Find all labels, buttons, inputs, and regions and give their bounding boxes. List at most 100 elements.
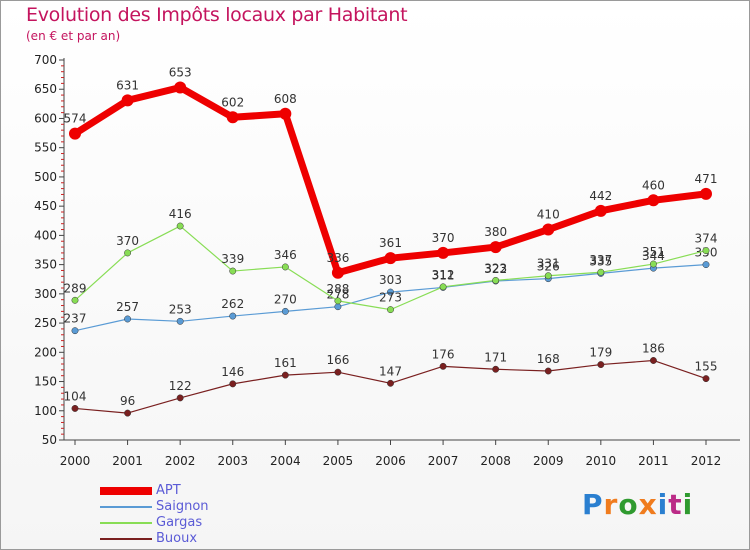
x-tick-label: 2010 (586, 454, 617, 468)
data-point-buoux (387, 379, 394, 387)
data-point-buoux (176, 394, 184, 402)
data-point-gargas (649, 260, 657, 268)
legend-swatch (100, 506, 152, 508)
data-point-apt (437, 246, 450, 259)
data-point-apt (647, 194, 660, 207)
data-point-saignon (229, 312, 237, 320)
data-point-saignon (387, 288, 394, 296)
data-label-apt: 410 (537, 208, 560, 222)
data-point-gargas (334, 297, 342, 305)
y-tick-label: 200 (34, 345, 57, 359)
y-tick-label: 100 (34, 404, 57, 418)
data-label-apt: 370 (432, 231, 455, 245)
data-point-buoux (597, 361, 605, 369)
y-tick-label: 650 (34, 82, 57, 96)
data-point-saignon (124, 315, 132, 323)
data-label-buoux: 176 (432, 347, 455, 361)
data-label-saignon: 326 (537, 260, 560, 274)
data-label-apt: 653 (169, 65, 192, 79)
data-label-apt: 460 (642, 178, 665, 192)
data-point-buoux (702, 375, 710, 383)
x-tick-label: 2009 (533, 454, 564, 468)
data-label-apt: 380 (484, 225, 507, 239)
data-point-buoux (124, 409, 132, 417)
y-tick-label: 300 (34, 287, 57, 301)
data-label-gargas: 331 (537, 257, 560, 271)
y-tick-label: 600 (34, 111, 57, 125)
data-point-buoux (229, 380, 237, 388)
chart-axes: 50 100 150 200 250 300 350 400 450 500 550 600 650 70… (34, 53, 740, 468)
series-buoux: 104 96 122 146 161 166 147 176 171 168 179 186 155 (64, 341, 717, 417)
data-label-saignon: 335 (589, 254, 612, 268)
data-point-apt (384, 252, 397, 265)
logo-letter: r (603, 488, 619, 521)
data-label-saignon: 257 (116, 300, 139, 314)
data-point-gargas (281, 263, 289, 271)
data-label-gargas: 370 (116, 234, 139, 248)
y-tick-label: 400 (34, 228, 57, 242)
data-point-apt (121, 94, 134, 107)
data-label-gargas: 312 (432, 268, 455, 282)
data-label-buoux: 171 (484, 350, 507, 364)
data-label-gargas: 337 (589, 253, 612, 267)
chart-subtitle: (en € et par an) (26, 29, 121, 43)
data-label-gargas: 323 (484, 261, 507, 275)
data-point-apt (226, 111, 239, 124)
x-tick-label: 2005 (323, 454, 354, 468)
data-point-saignon (176, 317, 184, 325)
data-point-buoux (649, 357, 657, 364)
data-label-buoux: 166 (326, 353, 349, 367)
data-point-apt (542, 223, 555, 236)
data-point-buoux (71, 404, 79, 412)
logo-letter: i (682, 488, 694, 521)
data-label-apt: 631 (116, 78, 139, 92)
data-label-gargas: 346 (274, 248, 297, 262)
data-point-apt (279, 107, 292, 120)
data-label-buoux: 122 (169, 379, 192, 393)
x-tick-label: 2003 (217, 454, 248, 468)
x-tick-label: 2002 (165, 454, 196, 468)
data-label-gargas: 416 (169, 207, 192, 221)
data-point-gargas (71, 296, 79, 304)
x-tick-label: 2011 (638, 454, 669, 468)
chart-title: Evolution des Impôts locaux par Habitant (26, 4, 408, 26)
series-apt: 574 631 653 602 608 336 361 370 380 410 442 460 471 (64, 65, 717, 279)
data-label-gargas: 339 (221, 252, 244, 266)
data-point-buoux (281, 371, 289, 379)
logo-letter: t (668, 488, 683, 521)
data-label-apt: 361 (379, 236, 402, 250)
data-label-gargas: 273 (379, 291, 402, 305)
data-label-buoux: 147 (379, 364, 402, 378)
data-label-apt: 574 (64, 112, 87, 126)
y-tick-label: 700 (34, 53, 57, 67)
data-label-saignon: 253 (169, 302, 192, 316)
y-tick-label: 50 (42, 433, 57, 447)
legend-swatch (100, 538, 152, 540)
legend-label: Gargas (156, 515, 203, 530)
data-label-gargas: 351 (642, 245, 665, 259)
data-point-apt (489, 241, 502, 254)
x-tick-label: 2006 (375, 454, 406, 468)
data-label-apt: 602 (221, 95, 244, 109)
data-label-buoux: 186 (642, 341, 665, 355)
logo-letter: x (638, 488, 658, 521)
x-tick-label: 2000 (60, 454, 91, 468)
logo-letter: P (582, 488, 604, 521)
data-label-gargas: 288 (326, 282, 349, 296)
data-label-buoux: 179 (589, 346, 612, 360)
data-label-saignon: 322 (484, 262, 507, 276)
data-label-buoux: 146 (221, 365, 244, 379)
legend-label: APT (156, 483, 181, 498)
data-point-gargas (229, 267, 237, 275)
data-point-saignon (71, 327, 79, 335)
data-label-saignon: 303 (379, 273, 402, 287)
y-tick-label: 350 (34, 258, 57, 272)
data-point-saignon (281, 307, 289, 315)
data-label-apt: 442 (589, 189, 612, 203)
proxiti-logo: Proxiti (582, 488, 693, 521)
data-point-apt (69, 127, 81, 140)
data-label-saignon: 278 (326, 288, 349, 302)
data-point-apt (594, 204, 607, 217)
data-point-apt (174, 81, 187, 94)
